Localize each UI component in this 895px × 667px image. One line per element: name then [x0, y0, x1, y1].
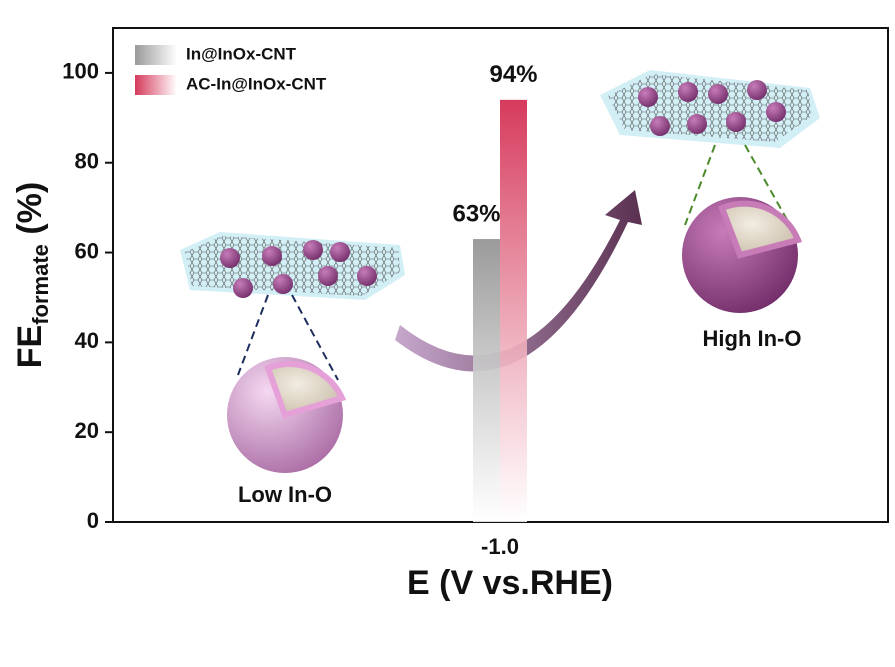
- x-tick-label: -1.0: [481, 534, 519, 559]
- y-tick-label: 100: [62, 59, 99, 84]
- legend-label: In@InOx-CNT: [186, 44, 297, 63]
- legend-swatch: [135, 45, 177, 65]
- bar: [500, 99, 527, 522]
- y-tick-label: 60: [75, 238, 99, 263]
- data-label: 63%: [452, 200, 500, 227]
- legend-label: AC-In@InOx-CNT: [186, 74, 327, 93]
- annotation: Low In-O: [238, 482, 332, 507]
- data-label: 94%: [489, 61, 537, 88]
- x-axis-label: E (V vs.RHE): [407, 564, 613, 602]
- y-tick-label: 20: [75, 418, 99, 443]
- y-label-sub: formate: [28, 244, 53, 325]
- arrow: [395, 190, 642, 372]
- bar: [473, 239, 500, 522]
- annotation: High In-O: [703, 326, 802, 351]
- y-tick-label: 40: [75, 328, 99, 353]
- y-label-unit: (%): [11, 182, 49, 244]
- y-axis-label: FEformate (%): [11, 182, 53, 368]
- y-tick-label: 0: [87, 508, 99, 533]
- legend-swatch: [135, 75, 177, 95]
- y-tick-label: 80: [75, 149, 99, 174]
- y-label-main: FE: [11, 325, 49, 368]
- illustration-high: [600, 70, 820, 313]
- illustration-low: [180, 232, 405, 473]
